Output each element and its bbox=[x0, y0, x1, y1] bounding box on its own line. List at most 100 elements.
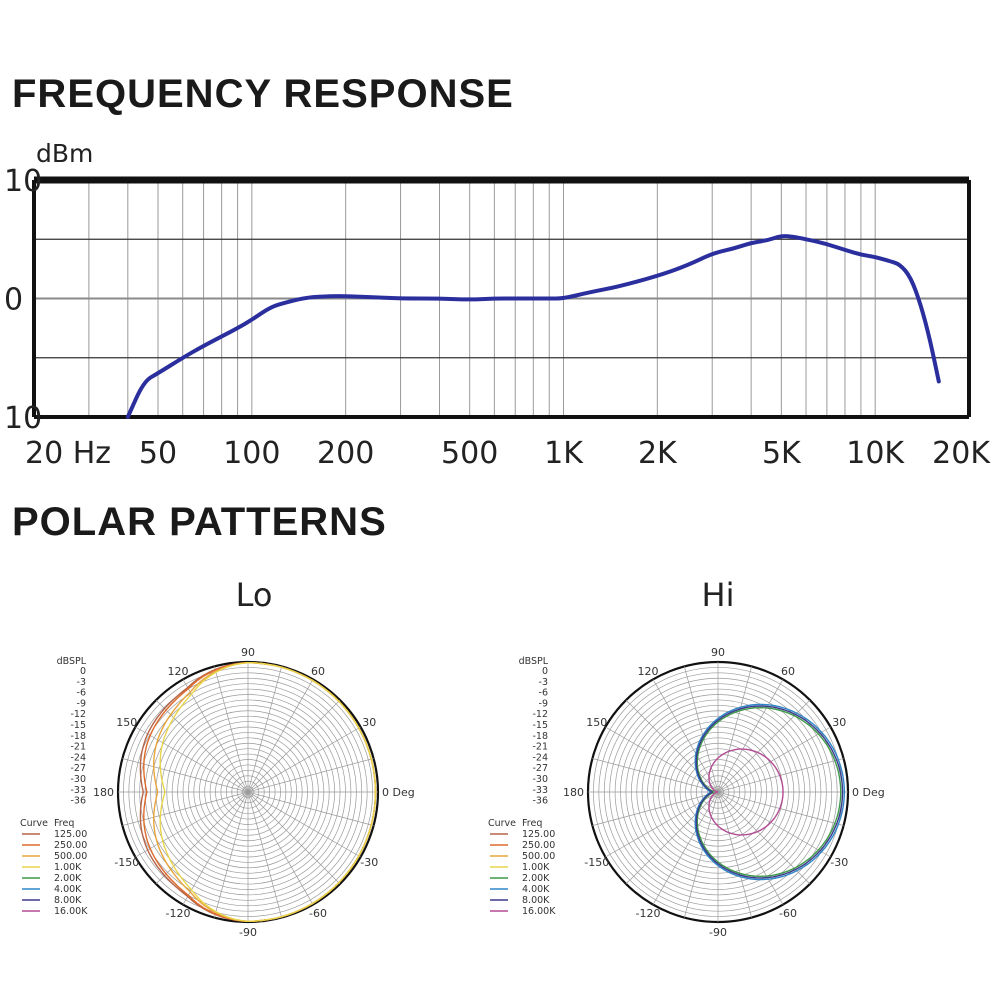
polar-spoke bbox=[605, 726, 719, 793]
polar-curve bbox=[708, 748, 784, 836]
legend-label: 125.00 bbox=[522, 829, 555, 840]
legend-label: 16.00K bbox=[522, 906, 556, 917]
polar-patterns-title: POLAR PATTERNS bbox=[12, 500, 387, 544]
x-tick-label: 5K bbox=[762, 436, 802, 471]
polar-spoke bbox=[182, 791, 249, 905]
polar-scale-tick: -27 bbox=[532, 763, 548, 774]
polar-angle-label: 60 bbox=[311, 665, 325, 678]
legend-label: 8.00K bbox=[54, 895, 82, 906]
polar-scale-tick: -33 bbox=[532, 785, 548, 796]
polar-scale-tick: -18 bbox=[70, 731, 86, 742]
x-tick-label: 2K bbox=[638, 436, 678, 471]
legend-label: 4.00K bbox=[54, 884, 82, 895]
polar-spoke bbox=[625, 791, 719, 885]
polar-scale-tick: -12 bbox=[532, 709, 548, 720]
polar-spoke bbox=[717, 679, 784, 793]
polar-scale-tick: -33 bbox=[70, 785, 86, 796]
polar-spoke bbox=[247, 726, 361, 793]
x-tick-label: 10K bbox=[846, 436, 905, 471]
legend-header-freq: Freq bbox=[54, 818, 74, 829]
legend-label: 4.00K bbox=[522, 884, 550, 895]
legend-label: 500.00 bbox=[522, 851, 555, 862]
polar-spoke bbox=[717, 758, 844, 793]
polar-angle-label: 30 bbox=[832, 716, 846, 729]
polar-angle-label: 180 bbox=[93, 786, 114, 799]
polar-spoke bbox=[717, 791, 752, 918]
polar-hi-title: Hi bbox=[701, 576, 735, 614]
polar-angle-label: -60 bbox=[309, 907, 327, 920]
polar-angle-label: 90 bbox=[711, 646, 725, 659]
legend-label: 2.00K bbox=[522, 873, 550, 884]
polar-scale-tick: -24 bbox=[70, 752, 86, 763]
legend-label: 2.00K bbox=[54, 873, 82, 884]
polar-scale-tick: -36 bbox=[532, 796, 548, 807]
polar-angle-label: 150 bbox=[586, 716, 607, 729]
legend-label: 250.00 bbox=[522, 840, 555, 851]
polar-curve bbox=[694, 703, 846, 881]
polar-scale-tick: -9 bbox=[539, 698, 548, 709]
polar-spoke bbox=[717, 791, 844, 826]
legend-label: 500.00 bbox=[54, 851, 87, 862]
x-tick-label: 20 Hz bbox=[25, 436, 111, 471]
legend-header-freq: Freq bbox=[522, 818, 542, 829]
y-tick-label: 0 bbox=[4, 283, 23, 318]
frequency-response-title: FREQUENCY RESPONSE bbox=[12, 72, 514, 116]
x-tick-label: 20K bbox=[932, 436, 991, 471]
polar-scale-tick: -3 bbox=[539, 677, 548, 688]
polar-spoke bbox=[652, 791, 719, 905]
polar-spoke bbox=[247, 791, 374, 826]
polar-spoke bbox=[135, 726, 249, 793]
polar-spoke bbox=[247, 791, 282, 918]
polar-angle-label: 0 Deg bbox=[852, 786, 885, 799]
polar-spoke bbox=[717, 666, 752, 793]
polar-curve bbox=[159, 661, 377, 923]
polar-spoke bbox=[717, 726, 831, 793]
polar-lo-title: Lo bbox=[235, 576, 273, 614]
legend-label: 16.00K bbox=[54, 906, 88, 917]
polar-scale-tick: 0 bbox=[80, 666, 86, 677]
x-tick-label: 200 bbox=[317, 436, 374, 471]
x-tick-label: 100 bbox=[223, 436, 280, 471]
polar-scale-tick: -15 bbox=[532, 720, 548, 731]
polar-spoke bbox=[717, 791, 831, 858]
polar-spoke bbox=[592, 791, 719, 826]
polar-angle-label: 0 Deg bbox=[382, 786, 415, 799]
polar-spoke bbox=[605, 791, 719, 858]
polar-angle-label: 30 bbox=[362, 716, 376, 729]
polar-curve bbox=[695, 705, 844, 879]
polar-scale-tick: 0 bbox=[542, 666, 548, 677]
polar-spoke bbox=[247, 791, 341, 885]
polar-angle-label: -60 bbox=[779, 907, 797, 920]
polar-angle-label: 120 bbox=[168, 665, 189, 678]
polar-angle-label: -90 bbox=[239, 926, 257, 939]
polar-angle-label: 150 bbox=[116, 716, 137, 729]
polar-spoke bbox=[247, 699, 341, 793]
polar-angle-label: 60 bbox=[781, 665, 795, 678]
polar-scale-tick: -12 bbox=[70, 709, 86, 720]
polar-spoke bbox=[684, 791, 719, 918]
x-tick-label: 1K bbox=[544, 436, 584, 471]
polar-scale-tick: -9 bbox=[77, 698, 86, 709]
polar-angle-label: -150 bbox=[114, 856, 139, 869]
polar-spoke bbox=[592, 758, 719, 793]
polar-scale-tick: -6 bbox=[539, 688, 548, 699]
polar-scale-tick: -15 bbox=[70, 720, 86, 731]
polar-spoke bbox=[247, 791, 314, 905]
polar-angle-label: -150 bbox=[584, 856, 609, 869]
polar-spoke bbox=[182, 679, 249, 793]
y-tick-label: 10 bbox=[4, 164, 42, 199]
polar-angle-label: -120 bbox=[636, 907, 661, 920]
polar-pattern-lo: 0 Deg306090120150180-150-120-90-60-30dBS… bbox=[20, 646, 415, 939]
polar-spoke bbox=[247, 666, 282, 793]
polar-scale-tick: -30 bbox=[532, 774, 548, 785]
polar-spoke bbox=[247, 758, 374, 793]
polar-angle-label: 90 bbox=[241, 646, 255, 659]
legend-header-curve: Curve bbox=[20, 818, 48, 829]
polar-angle-label: -30 bbox=[830, 856, 848, 869]
polar-spoke bbox=[155, 791, 249, 885]
polar-spoke bbox=[717, 791, 784, 905]
legend-label: 125.00 bbox=[54, 829, 87, 840]
polar-curve bbox=[696, 706, 842, 878]
legend-label: 250.00 bbox=[54, 840, 87, 851]
y-tick-label: 10 bbox=[4, 401, 42, 436]
